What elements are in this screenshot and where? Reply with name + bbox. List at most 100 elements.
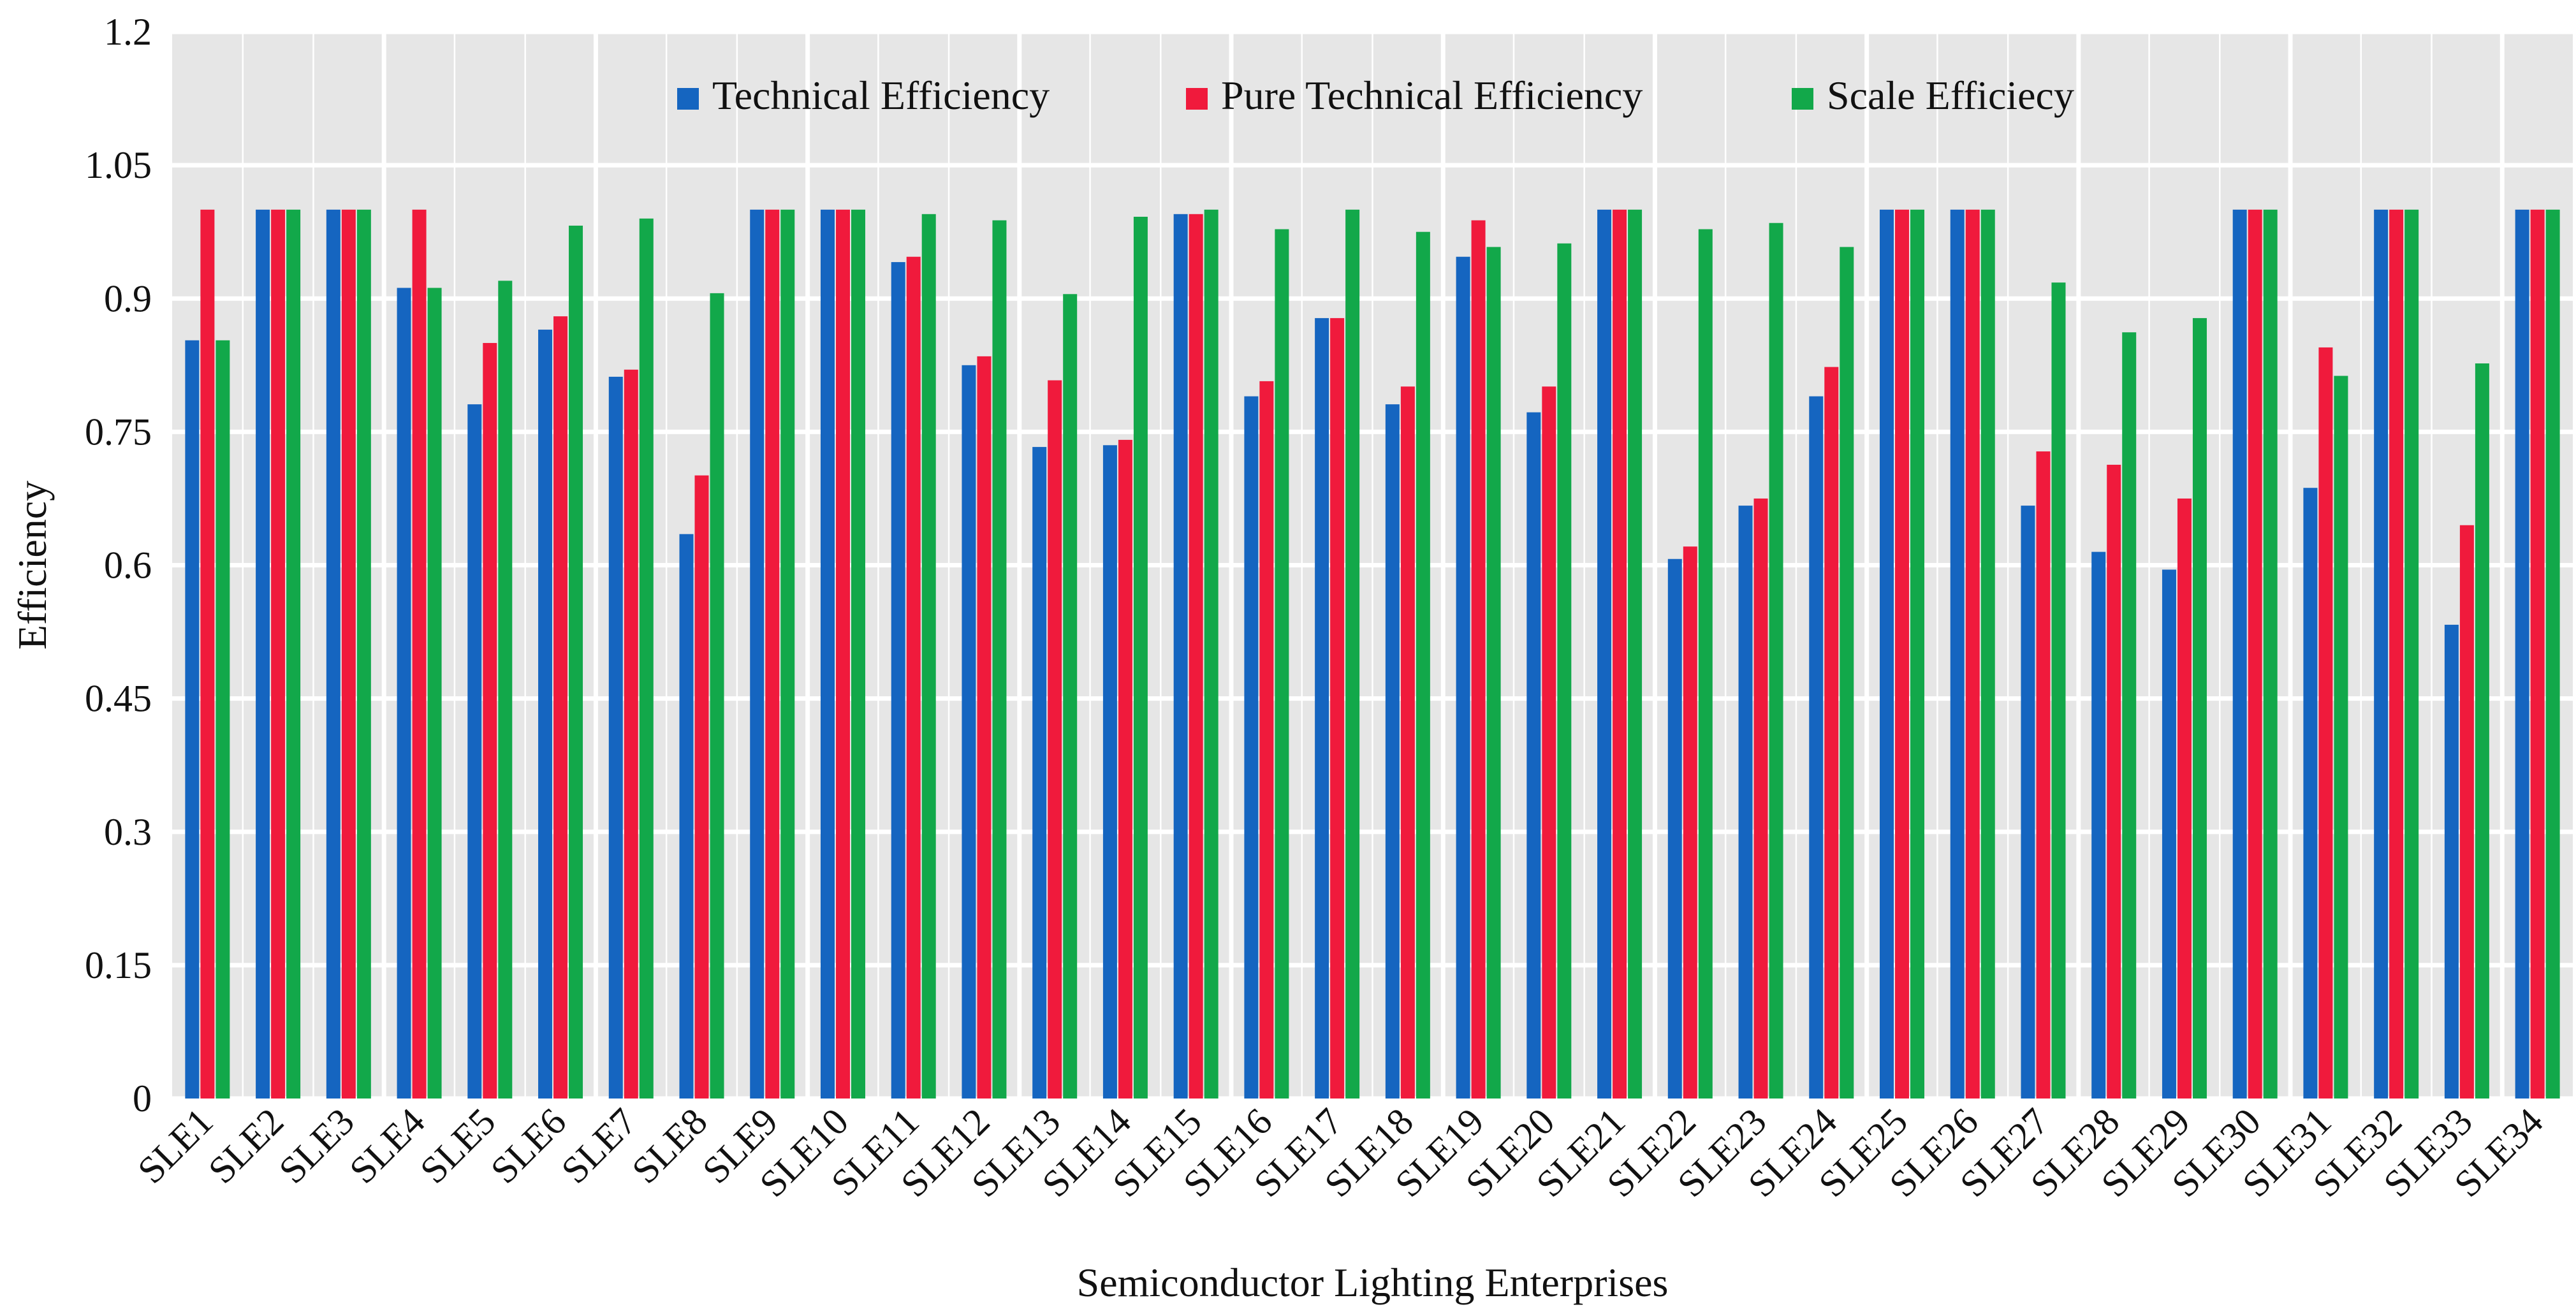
bar-pure-technical-efficiency-sle33 xyxy=(2459,525,2474,1099)
bar-scale-efficiecy-sle9 xyxy=(780,209,795,1099)
bar-technical-efficiency-sle29 xyxy=(2162,569,2176,1099)
bar-scale-efficiecy-sle21 xyxy=(1628,209,1643,1099)
bars xyxy=(185,209,2560,1099)
bar-technical-efficiency-sle4 xyxy=(397,288,411,1099)
bar-technical-efficiency-sle9 xyxy=(750,209,765,1099)
bar-scale-efficiecy-sle5 xyxy=(498,281,513,1099)
bar-scale-efficiecy-sle29 xyxy=(2192,318,2207,1099)
bar-technical-efficiency-sle21 xyxy=(1597,209,1612,1099)
y-tick-label: 1.05 xyxy=(85,144,152,186)
bar-technical-efficiency-sle5 xyxy=(467,404,482,1099)
y-tick-label: 0.75 xyxy=(85,411,152,453)
bar-scale-efficiecy-sle16 xyxy=(1275,229,1289,1099)
y-tick-label: 1.2 xyxy=(104,11,152,53)
bar-scale-efficiecy-sle6 xyxy=(569,225,583,1099)
bar-technical-efficiency-sle17 xyxy=(1315,318,1329,1099)
bar-technical-efficiency-sle13 xyxy=(1032,447,1047,1099)
bar-technical-efficiency-sle15 xyxy=(1173,214,1188,1099)
bar-scale-efficiecy-sle25 xyxy=(1910,209,1925,1099)
bar-pure-technical-efficiency-sle14 xyxy=(1118,439,1132,1099)
bar-technical-efficiency-sle28 xyxy=(2091,551,2106,1099)
legend-label: Scale Efficiecy xyxy=(1827,73,2074,118)
bar-scale-efficiecy-sle22 xyxy=(1698,229,1713,1099)
bar-scale-efficiecy-sle23 xyxy=(1769,223,1783,1099)
bar-pure-technical-efficiency-sle18 xyxy=(1400,386,1415,1099)
bar-pure-technical-efficiency-sle15 xyxy=(1189,214,1203,1099)
bar-technical-efficiency-sle24 xyxy=(1809,396,1824,1099)
bar-technical-efficiency-sle16 xyxy=(1244,396,1259,1099)
legend: Technical Efficiency Pure Technical Effic… xyxy=(677,73,2074,118)
bar-technical-efficiency-sle7 xyxy=(608,376,623,1099)
bar-scale-efficiecy-sle28 xyxy=(2122,332,2137,1099)
bar-scale-efficiecy-sle27 xyxy=(2051,282,2066,1099)
bar-scale-efficiecy-sle7 xyxy=(639,218,654,1099)
bar-technical-efficiency-sle8 xyxy=(679,534,694,1099)
bar-technical-efficiency-sle10 xyxy=(820,209,835,1099)
bar-pure-technical-efficiency-sle25 xyxy=(1895,209,1910,1099)
y-axis-title: Efficiency xyxy=(10,481,55,650)
bar-scale-efficiecy-sle17 xyxy=(1345,209,1360,1099)
bar-scale-efficiecy-sle1 xyxy=(216,340,230,1099)
x-tick-label: SLE4 xyxy=(341,1100,432,1192)
bar-technical-efficiency-sle26 xyxy=(1950,209,1965,1099)
bar-scale-efficiecy-sle18 xyxy=(1416,231,1430,1099)
bar-pure-technical-efficiency-sle3 xyxy=(341,209,356,1099)
bar-pure-technical-efficiency-sle19 xyxy=(1471,220,1486,1099)
x-tick-label: SLE3 xyxy=(271,1100,362,1192)
bar-pure-technical-efficiency-sle9 xyxy=(765,209,780,1099)
bar-scale-efficiecy-sle20 xyxy=(1557,243,1572,1099)
y-tick-label: 0.15 xyxy=(85,944,152,986)
bar-pure-technical-efficiency-sle12 xyxy=(977,356,992,1099)
y-tick-labels: 0 0.15 0.3 0.45 0.6 0.75 0.9 1.05 1.2 xyxy=(85,11,152,1120)
bar-pure-technical-efficiency-sle34 xyxy=(2530,209,2545,1099)
bar-technical-efficiency-sle19 xyxy=(1456,256,1470,1099)
bar-technical-efficiency-sle32 xyxy=(2374,209,2389,1099)
bar-pure-technical-efficiency-sle31 xyxy=(2318,347,2333,1099)
bar-pure-technical-efficiency-sle16 xyxy=(1259,381,1274,1099)
bar-pure-technical-efficiency-sle22 xyxy=(1683,546,1697,1099)
bar-pure-technical-efficiency-sle4 xyxy=(412,209,427,1099)
bar-pure-technical-efficiency-sle32 xyxy=(2389,209,2404,1099)
bar-pure-technical-efficiency-sle10 xyxy=(835,209,850,1099)
bar-technical-efficiency-sle14 xyxy=(1102,445,1117,1099)
bar-pure-technical-efficiency-sle20 xyxy=(1542,386,1556,1099)
x-tick-label: SLE5 xyxy=(412,1100,503,1192)
bar-scale-efficiecy-sle4 xyxy=(427,288,442,1099)
x-tick-labels: SLE1SLE2SLE3SLE4SLE5SLE6SLE7SLE8SLE9SLE1… xyxy=(129,1100,2551,1206)
bar-scale-efficiecy-sle2 xyxy=(286,209,301,1099)
bar-pure-technical-efficiency-sle8 xyxy=(694,475,709,1099)
legend-swatch xyxy=(1186,88,1208,110)
bar-scale-efficiecy-sle15 xyxy=(1204,209,1218,1099)
bar-technical-efficiency-sle18 xyxy=(1385,404,1400,1099)
bar-technical-efficiency-sle20 xyxy=(1526,412,1541,1099)
bar-pure-technical-efficiency-sle6 xyxy=(553,316,568,1099)
legend-label: Pure Technical Efficiency xyxy=(1221,73,1643,118)
bar-pure-technical-efficiency-sle30 xyxy=(2248,209,2262,1099)
legend-swatch xyxy=(1792,88,1813,110)
bar-technical-efficiency-sle11 xyxy=(891,262,905,1099)
bar-pure-technical-efficiency-sle27 xyxy=(2036,451,2051,1099)
x-tick-label: SLE2 xyxy=(200,1100,291,1192)
bar-pure-technical-efficiency-sle17 xyxy=(1330,318,1345,1099)
bar-scale-efficiecy-sle3 xyxy=(356,209,371,1099)
bar-technical-efficiency-sle34 xyxy=(2515,209,2529,1099)
bar-technical-efficiency-sle12 xyxy=(962,365,976,1099)
bar-scale-efficiecy-sle12 xyxy=(992,220,1007,1099)
bar-scale-efficiecy-sle11 xyxy=(921,214,936,1099)
y-tick-label: 0.6 xyxy=(104,544,152,587)
bar-pure-technical-efficiency-sle28 xyxy=(2107,464,2121,1099)
bar-scale-efficiecy-sle32 xyxy=(2404,209,2419,1099)
bar-scale-efficiecy-sle34 xyxy=(2545,209,2560,1099)
bar-technical-efficiency-sle23 xyxy=(1738,506,1753,1099)
bar-pure-technical-efficiency-sle26 xyxy=(1965,209,1980,1099)
y-tick-label: 0.3 xyxy=(104,811,152,853)
bar-scale-efficiecy-sle14 xyxy=(1133,216,1148,1099)
y-tick-label: 0.45 xyxy=(85,678,152,720)
bar-pure-technical-efficiency-sle7 xyxy=(624,369,638,1099)
y-tick-label: 0.9 xyxy=(104,277,152,319)
bar-technical-efficiency-sle30 xyxy=(2232,209,2247,1099)
bar-scale-efficiecy-sle31 xyxy=(2334,376,2348,1099)
bar-technical-efficiency-sle31 xyxy=(2303,488,2318,1099)
bar-scale-efficiecy-sle30 xyxy=(2263,209,2278,1099)
